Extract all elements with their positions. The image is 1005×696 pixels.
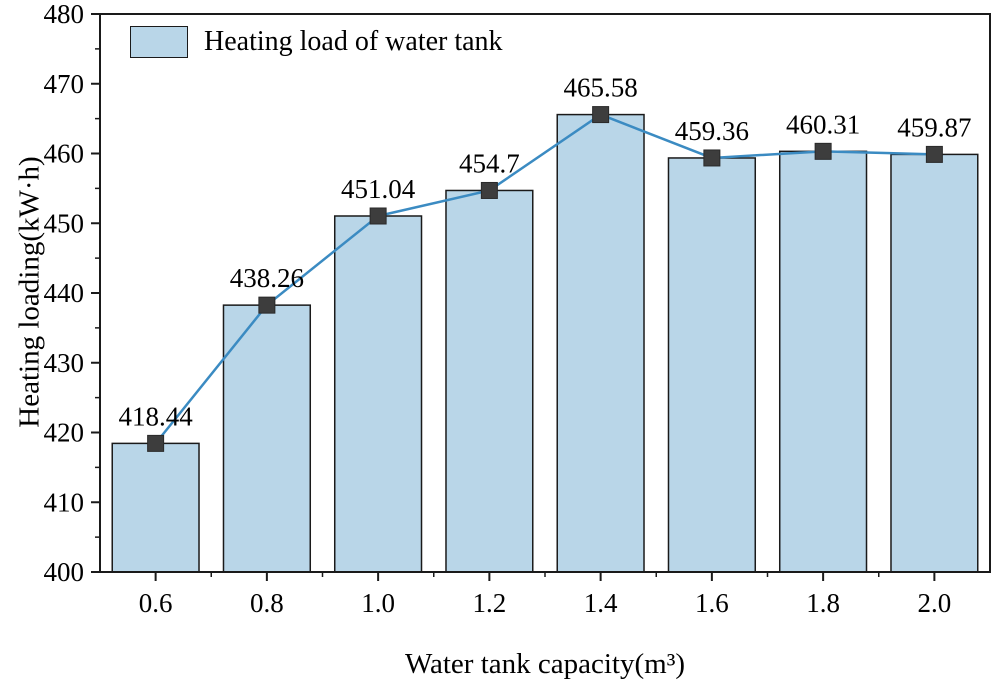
x-tick-label: 1.8 [806,588,840,618]
y-tick-label: 400 [44,557,85,587]
x-tick-label: 1.0 [361,588,395,618]
bar [778,150,868,573]
x-tick-label: 1.6 [695,588,729,618]
y-tick-label: 410 [44,487,85,517]
value-label: 451.04 [341,174,416,204]
x-tick-label: 0.6 [139,588,173,618]
bar [111,442,200,573]
y-tick-label: 430 [44,348,85,378]
legend-swatch [130,26,188,58]
marker [703,149,721,167]
x-tick-label: 1.2 [473,588,507,618]
legend-label: Heating load of water tank [204,26,503,57]
y-tick-label: 460 [44,139,85,169]
value-label: 459.36 [675,116,749,146]
value-label: 454.7 [459,148,520,178]
bar [222,304,312,573]
y-tick-label: 470 [44,69,85,99]
legend: Heating load of water tank [130,26,503,58]
bar [890,153,979,573]
value-label: 465.58 [564,73,638,103]
line-series [154,113,935,445]
value-label: 459.87 [897,112,971,142]
bar [333,215,423,573]
bar [556,113,645,573]
marker [480,181,498,199]
y-tick-label: 450 [44,208,85,238]
marker [925,145,943,163]
marker [814,142,832,160]
x-tick-label: 1.4 [584,588,618,618]
value-label: 438.26 [230,263,304,293]
marker [369,207,387,225]
y-tick-label: 420 [44,418,85,448]
x-tick-label: 0.8 [250,588,284,618]
y-tick-label: 440 [44,278,85,308]
y-tick-label: 480 [44,0,85,29]
marker [258,296,276,314]
marker [592,106,610,124]
y-axis-title: Heating loading(kW·h) [13,156,46,428]
bar [445,189,534,573]
value-label: 460.31 [786,109,860,139]
value-label: 418.44 [119,401,194,431]
x-axis-title: Water tank capacity(m³) [404,648,686,680]
bar [667,157,757,573]
x-tick-label: 2.0 [918,588,952,618]
marker [147,434,165,452]
